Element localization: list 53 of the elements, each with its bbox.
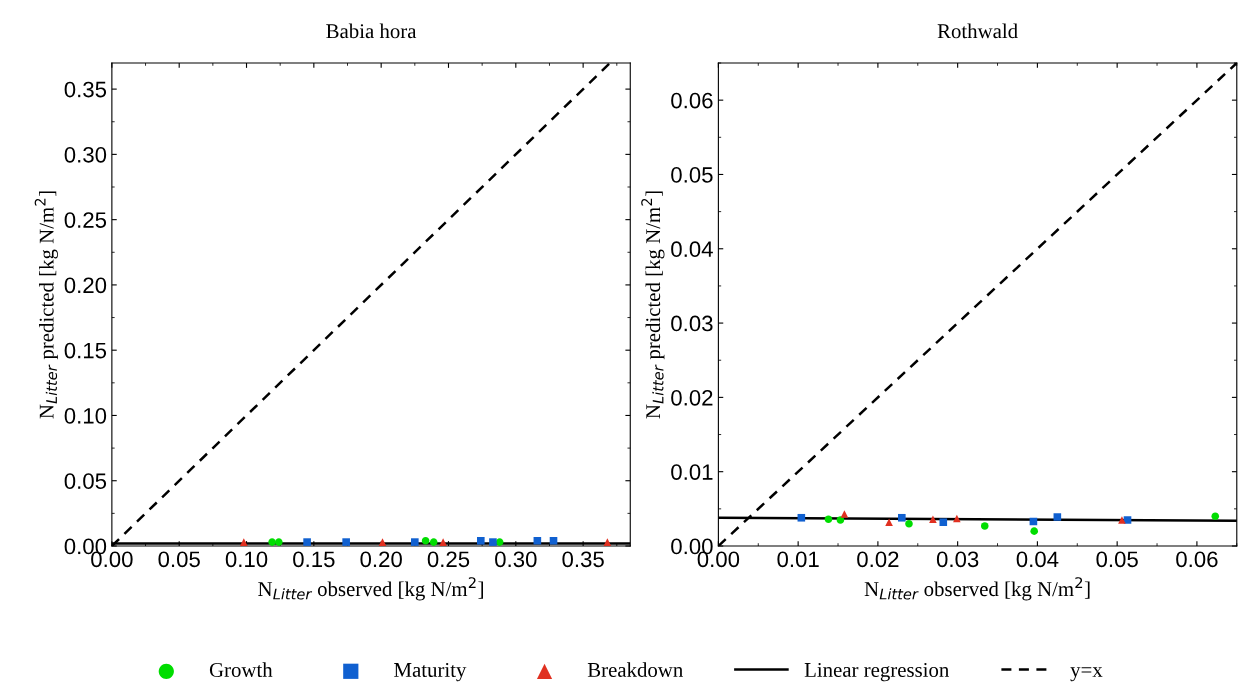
y-tick-label: 0.01 — [671, 464, 713, 480]
point — [953, 514, 961, 523]
y-tick-label: 0.15 — [64, 342, 107, 359]
y-tick-label: 0.30 — [64, 146, 107, 163]
y-tick-label: 0.35 — [64, 81, 107, 98]
legend-label: Breakdown — [587, 662, 683, 677]
chart-title: Babia hora — [326, 23, 417, 39]
x-tick-label: 0.15 — [293, 551, 335, 568]
point — [824, 515, 833, 524]
point — [905, 519, 913, 528]
x-tick-label: 0.35 — [562, 551, 604, 568]
x-tick-label: 0.06 — [1176, 551, 1218, 568]
legend-label: Maturity — [394, 662, 467, 682]
point — [840, 510, 849, 518]
x-tick-label: 0.30 — [495, 551, 537, 568]
x-tick-label: 0.10 — [225, 551, 268, 568]
x-axis-title: N$_{Litter}$ observed [kg N/m$^{2}$] — [864, 577, 1090, 601]
legend-label: Growth — [209, 662, 273, 677]
x-tick-label: 0.25 — [427, 551, 470, 568]
x-tick-label: 0.20 — [360, 551, 402, 568]
point — [797, 513, 806, 522]
x-tick-label: 0.02 — [857, 551, 899, 568]
y-tick-label: 0.05 — [64, 473, 107, 489]
y-tick-label: 0.20 — [64, 277, 107, 294]
x-tick-label: 0.05 — [1096, 551, 1138, 568]
x-tick-label: 0.05 — [158, 551, 200, 568]
x-tick-label: 0.01 — [777, 551, 819, 568]
y-tick-label: 0.05 — [671, 167, 713, 183]
point — [980, 522, 989, 530]
y-tick-label: 0.04 — [671, 241, 713, 258]
chart-title: Rothwald — [937, 23, 1018, 39]
point — [1211, 512, 1220, 521]
x-axis-title: N$_{Litter}$ observed [kg N/m$^{2}$] — [258, 577, 483, 601]
y-axis-title: N$_{Litter}$ predicted [kg N/m$^{2}$] — [641, 191, 665, 419]
legend-label: Linear regression — [804, 662, 949, 682]
point — [929, 515, 937, 524]
y-tick-label: 0.25 — [64, 212, 107, 228]
point — [1118, 516, 1126, 524]
point — [836, 516, 845, 524]
point — [898, 513, 906, 522]
x-tick-label: 0.04 — [1016, 551, 1059, 568]
x-tick-label: 0.03 — [936, 551, 979, 568]
point — [1123, 516, 1132, 524]
point — [885, 518, 893, 527]
point — [1053, 513, 1062, 521]
legend-label: y=x — [1070, 667, 1103, 682]
y-tick-label: 0.10 — [64, 407, 107, 424]
y-axis-title: N$_{Litter}$ predicted [kg N/m$^{2}$] — [34, 191, 58, 419]
y-tick-label: 0.03 — [671, 315, 713, 332]
y-tick-label: 0.06 — [671, 92, 713, 109]
y-tick-label: 0.02 — [671, 389, 713, 406]
point — [939, 518, 948, 527]
point — [1030, 527, 1039, 535]
